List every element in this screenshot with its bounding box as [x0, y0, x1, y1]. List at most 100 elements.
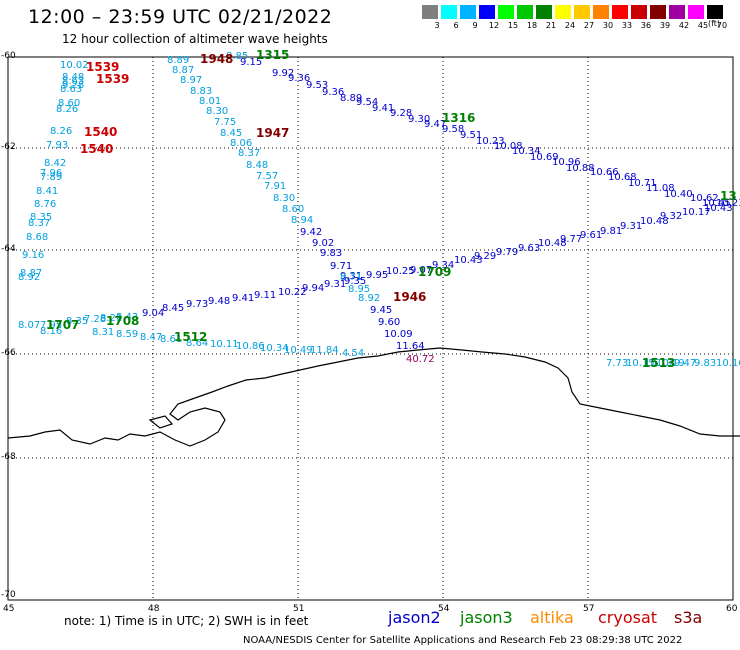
swh-value-label: 8.97 — [180, 75, 203, 86]
swh-value-label: 9.34 — [432, 260, 455, 271]
colorbar-swatch — [536, 5, 552, 19]
swh-value-label: 8.37 — [28, 218, 51, 229]
page-title: 12:00 – 23:59 UTC 02/21/2022 — [28, 6, 333, 28]
swh-value-label: 8.31 — [92, 327, 115, 338]
swh-value-label: 9.11 — [254, 290, 277, 301]
swh-value-label: 9.31 — [620, 221, 643, 232]
colorbar-value: 15 — [507, 21, 519, 30]
swh-value-label: 9.53 — [306, 80, 329, 91]
swh-value-label: 9.48 — [208, 296, 231, 307]
swh-value-label: 10.62 — [690, 193, 719, 204]
colorbar-swatch — [498, 5, 514, 19]
pass-time-label: 1946 — [393, 290, 427, 304]
legend-s3a: s3a — [674, 608, 703, 627]
legend-cryosat: cryosat — [598, 608, 658, 627]
swh-value-label: 10.69 — [530, 152, 559, 163]
colorbar-value: 18 — [526, 21, 538, 30]
colorbar-swatch — [707, 5, 723, 19]
pass-time-label: 1315 — [256, 48, 290, 62]
swh-value-label: 10.43 — [454, 255, 483, 266]
colorbar-swatch — [688, 5, 704, 19]
graticule — [8, 57, 733, 600]
colorbar-value: 70 — [716, 21, 728, 30]
swh-value-label: 8.71 — [340, 272, 363, 283]
swh-value-label: 10.23 — [716, 198, 740, 209]
colorbar-swatch — [479, 5, 495, 19]
swh-value-label: 9.30 — [408, 114, 431, 125]
swh-value-label: 8.16 — [40, 326, 63, 337]
colorbar-swatch — [555, 5, 571, 19]
footer-credit: NOAA/NESDIS Center for Satellite Applica… — [243, 635, 683, 646]
swh-value-label: 8.30 — [206, 106, 229, 117]
colorbar-swatch — [669, 5, 685, 19]
swh-value-label: 8.89 — [340, 93, 363, 104]
swh-value-label: 10.43 — [704, 203, 733, 214]
swh-value-label: 9.16 — [22, 250, 45, 261]
swh-value-label: 8.63 — [60, 84, 83, 95]
swh-value-label: 9.07 — [410, 265, 433, 276]
swh-value-label: 10.19 — [656, 358, 685, 369]
swh-value-label: 9.15 — [240, 57, 263, 68]
colorbar-swatch — [574, 5, 590, 19]
swh-value-label: 9.36 — [322, 87, 345, 98]
pass-time-label: 1948 — [200, 52, 234, 66]
swh-value-label: 10.34 — [260, 343, 289, 354]
pass-time-label: 1708 — [106, 314, 140, 328]
colorbar-value: 42 — [678, 21, 690, 30]
swh-value-label: 9.83 — [694, 358, 717, 369]
swh-value-label: 8.43 — [116, 312, 139, 323]
pass-time-label: 1539 — [96, 72, 130, 86]
swh-value-label: 10.16 — [716, 358, 740, 369]
longitude-tick-label: 51 — [293, 604, 305, 614]
latitude-tick-label: -64 — [1, 244, 16, 254]
swh-value-label: 9.77 — [560, 234, 583, 245]
colorbar-value: 33 — [621, 21, 633, 30]
swh-value-label: 9.47 — [674, 358, 697, 369]
swh-value-label: 8.87 — [20, 268, 43, 279]
swh-value-label: 10.23 — [476, 136, 505, 147]
swh-value-label: 8.60 — [58, 98, 81, 109]
swh-value-label: 8.26 — [56, 104, 79, 115]
swh-value-label: 10.48 — [538, 238, 567, 249]
swh-value-label: 10.22 — [278, 287, 307, 298]
subtitle: 12 hour collection of altimeter wave hei… — [62, 32, 328, 46]
swh-value-label: 8.42 — [44, 158, 67, 169]
swh-value-label: 8.64 — [186, 338, 209, 349]
pass-time-label: 1540 — [80, 142, 114, 156]
swh-value-label: 8.06 — [230, 138, 253, 149]
swh-value-label: 10.17 — [682, 207, 711, 218]
pass-time-label: 1709 — [418, 265, 452, 279]
colorbar-value: 9 — [472, 21, 478, 30]
swh-value-label: 10.15 — [626, 358, 655, 369]
colorbar-swatch — [612, 5, 628, 19]
swh-value-label: 40.72 — [406, 354, 435, 365]
swh-value-label: 10.45 — [702, 198, 731, 209]
pass-time-label: 1540 — [84, 125, 118, 139]
swh-value-label: 9.45 — [370, 305, 393, 316]
swh-value-label: 11.08 — [646, 183, 675, 194]
swh-value-label: 9.63 — [518, 243, 541, 254]
swh-value-label: 9.31 — [324, 279, 347, 290]
longitude-tick-label: 54 — [438, 604, 450, 614]
swh-value-label: 10.96 — [552, 157, 581, 168]
swh-value-label: 7.89 — [40, 172, 63, 183]
swh-value-label: 9.02 — [312, 238, 335, 249]
swh-value-label: 9.54 — [356, 97, 379, 108]
plot-frame — [7, 56, 734, 601]
swh-value-label: 9.94 — [302, 283, 325, 294]
pass-time-label: 1539 — [86, 60, 120, 74]
colorbar-value: 21 — [545, 21, 557, 30]
swh-value-label: 7.28 — [84, 314, 107, 325]
longitude-tick-label: 48 — [148, 604, 160, 614]
swh-value-label: 8.35 — [30, 212, 53, 223]
swh-value-label: 9.29 — [474, 251, 497, 262]
pass-time-label: 1707 — [46, 318, 80, 332]
swh-value-label: 8.45 — [162, 303, 185, 314]
pass-time-label: 13 — [720, 189, 737, 203]
swh-value-label: 8.59 — [116, 329, 139, 340]
swh-value-label: 7.75 — [214, 117, 237, 128]
latitude-tick-label: -70 — [1, 590, 16, 600]
swh-value-label: 9.73 — [186, 299, 209, 310]
swh-value-label: 8.48 — [246, 160, 269, 171]
